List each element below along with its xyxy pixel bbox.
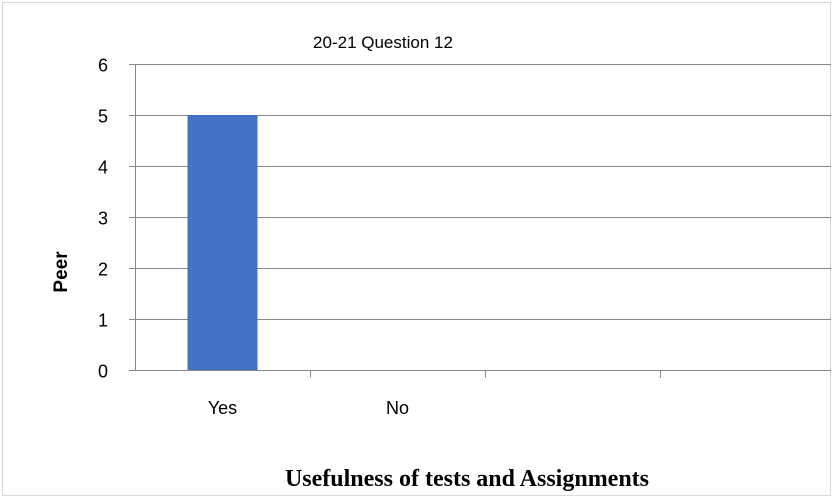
bar xyxy=(187,115,258,370)
x-tick-labels: Yes No xyxy=(208,398,409,418)
y-tick-label: 4 xyxy=(98,158,108,178)
y-tick-label: 1 xyxy=(98,311,108,331)
bars xyxy=(187,115,258,370)
y-tick-label: 3 xyxy=(98,209,108,229)
y-axis-label: Peer xyxy=(51,251,72,293)
y-tick-label: 0 xyxy=(98,362,108,382)
y-tick-label: 2 xyxy=(98,260,108,280)
chart-title: 20-21 Question 12 xyxy=(313,33,453,52)
axes xyxy=(129,64,831,378)
x-tick-label: No xyxy=(386,398,409,418)
x-axis-label: Usefulness of tests and Assignments xyxy=(285,466,649,492)
y-tick-label: 6 xyxy=(98,56,108,76)
y-tick-labels: 0 1 2 3 4 5 6 xyxy=(98,56,108,382)
x-tick-label: Yes xyxy=(208,398,237,418)
y-tick-label: 5 xyxy=(98,107,108,127)
